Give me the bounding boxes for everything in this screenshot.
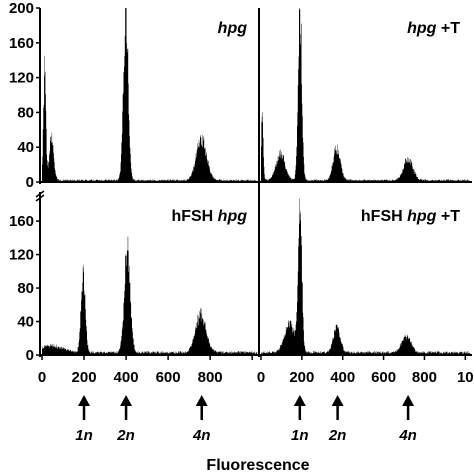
bottom-y-tick-label: 120 [9, 247, 34, 264]
bottom-y-tick-label: 160 [9, 213, 34, 230]
histogram-bars [42, 8, 258, 182]
panel-title-italic: hpg [218, 208, 248, 225]
top-y-tick-label: 200 [9, 0, 34, 17]
right-marker-4n: 4n [398, 395, 417, 444]
marker-label: 1n [75, 427, 93, 444]
right-x-tick-label: 200 [289, 369, 314, 386]
right-x-tick-label: 0 [257, 369, 265, 386]
marker-arrow-head [402, 395, 415, 406]
panel-4: hFSH hpg +T [261, 198, 471, 355]
panel-title-italic: hpg [218, 20, 248, 37]
left-x-tick-label: 800 [198, 369, 223, 386]
panel-title-italic: hpg [407, 208, 437, 225]
marker-arrow-head [120, 395, 133, 406]
marker-label: 4n [192, 427, 211, 444]
panel-title: hFSH hpg [171, 208, 247, 225]
panel-title-suffix: +T [436, 20, 460, 37]
top-y-tick-label: 80 [17, 104, 34, 121]
panel-title-plain: hFSH [361, 208, 407, 225]
top-y-tick-label: 120 [9, 70, 34, 87]
panel-2: hpg +T [261, 8, 471, 182]
panel-title: hpg [218, 20, 248, 37]
dna-content-markers: 1n 2n 4n 1n 2n 4n [75, 395, 417, 444]
top-y-tick-label: 0 [26, 174, 34, 191]
top-y-tick-label: 40 [17, 139, 34, 156]
left-marker-4n: 4n [192, 395, 211, 444]
axes-layer: 0 40 80 120 160 200 0 40 80 120 160 0 200 400 600 800 0 2… [9, 0, 474, 386]
right-x-tick-label: 10 [457, 369, 474, 386]
left-x-tick-label: 200 [72, 369, 97, 386]
right-x-tick-label: 600 [371, 369, 396, 386]
bottom-y-tick-label: 0 [26, 347, 34, 364]
panel-title-plain: hFSH [171, 208, 217, 225]
right-marker-2n: 2n [328, 395, 347, 444]
marker-label: 1n [291, 427, 309, 444]
marker-arrow-head [293, 395, 306, 406]
marker-arrow-head [78, 395, 91, 406]
histogram-bars [42, 236, 258, 355]
panel-1: hpg [42, 8, 258, 182]
top-y-tick-label: 160 [9, 35, 34, 52]
x-axis-label: Fluorescence [206, 457, 309, 474]
histogram-bars [261, 8, 471, 182]
right-marker-1n: 1n [291, 395, 309, 444]
bottom-y-tick-label: 80 [17, 280, 34, 297]
panel-title-italic: hpg [407, 20, 437, 37]
marker-label: 2n [116, 427, 135, 444]
panel-title: hpg +T [407, 20, 460, 37]
marker-arrow-head [195, 395, 208, 406]
panel-3: hFSH hpg [42, 208, 258, 355]
left-x-tick-label: 600 [156, 369, 181, 386]
left-x-tick-label: 400 [114, 369, 139, 386]
marker-label: 2n [328, 427, 347, 444]
axis-break-mark [35, 190, 45, 198]
axis-break-mark [35, 194, 45, 202]
marker-label: 4n [398, 427, 417, 444]
left-marker-2n: 2n [116, 395, 135, 444]
left-marker-1n: 1n [75, 395, 93, 444]
right-x-tick-label: 400 [330, 369, 355, 386]
bottom-y-tick-label: 40 [17, 314, 34, 331]
panel-title: hFSH hpg +T [361, 208, 460, 225]
marker-arrow-head [331, 395, 344, 406]
left-x-tick-label: 0 [38, 369, 46, 386]
right-x-tick-label: 800 [412, 369, 437, 386]
panel-title-suffix: +T [436, 208, 460, 225]
